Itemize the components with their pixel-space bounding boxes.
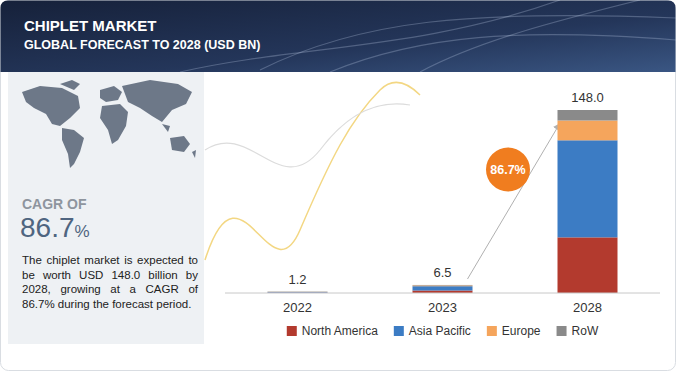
title: CHIPLET MARKET: [24, 17, 157, 34]
cagr-unit: %: [75, 222, 90, 241]
bar-segment: [558, 121, 618, 141]
decor-curve: [205, 82, 420, 260]
continent: [162, 124, 170, 132]
header-band: [1, 1, 676, 73]
axis-line: [225, 293, 660, 294]
x-tick-label: 2028: [573, 300, 602, 315]
bar-segment: [558, 237, 618, 293]
side-panel: [8, 72, 204, 344]
legend-label: Europe: [502, 324, 541, 338]
legend: North America Asia Pacific Europe RoW: [287, 324, 599, 338]
bar-segment: [268, 291, 328, 292]
frame: [1, 1, 676, 371]
header-streak: [260, 16, 676, 70]
cagr-badge-label: 86.7%: [490, 163, 525, 177]
legend-swatch: [287, 326, 297, 336]
legend-label: Asia Pacific: [409, 324, 471, 338]
growth-arrow: [468, 124, 560, 279]
continent: [100, 104, 128, 144]
cagr-value: 86.7%: [20, 212, 90, 244]
total-label: 1.2: [288, 272, 306, 287]
world-map: [22, 80, 196, 168]
continent: [122, 80, 192, 122]
chart: CHIPLET MARKET GLOBAL FORECAST TO 2028 (U…: [0, 0, 676, 371]
cagr-number: 86.7: [20, 212, 75, 243]
bar-segment: [413, 285, 473, 287]
bar-segment: [268, 291, 328, 292]
header-streak: [180, 0, 560, 72]
total-label: 6.5: [433, 265, 451, 280]
decor-curve: [205, 104, 410, 167]
x-tick-label: 2022: [283, 300, 312, 315]
header-streak: [330, 35, 676, 72]
bar-segment: [558, 140, 618, 237]
header-streak: [420, 0, 640, 72]
legend-label: RoW: [572, 324, 599, 338]
subtitle: GLOBAL FORECAST TO 2028 (USD BN): [24, 38, 260, 52]
legend-swatch: [487, 326, 497, 336]
legend-swatch: [557, 326, 567, 336]
continent: [100, 86, 122, 102]
page: CHIPLET MARKET GLOBAL FORECAST TO 2028 (U…: [0, 0, 676, 371]
bars: [268, 110, 618, 293]
cagr-heading: CAGR OF: [22, 196, 87, 212]
continent: [22, 86, 80, 126]
total-label: 148.0: [571, 90, 604, 105]
continent: [62, 128, 84, 168]
bar-segment: [413, 284, 473, 285]
continent: [60, 80, 80, 90]
continent: [192, 150, 196, 158]
cagr-badge: [486, 148, 530, 192]
bar-segment: [413, 286, 473, 290]
legend-label: North America: [302, 324, 378, 338]
description: The chiplet market is expected to be wor…: [22, 253, 198, 311]
legend-swatch: [394, 326, 404, 336]
bar-segment: [558, 110, 618, 121]
x-tick-label: 2023: [428, 300, 457, 315]
continent: [170, 136, 190, 152]
